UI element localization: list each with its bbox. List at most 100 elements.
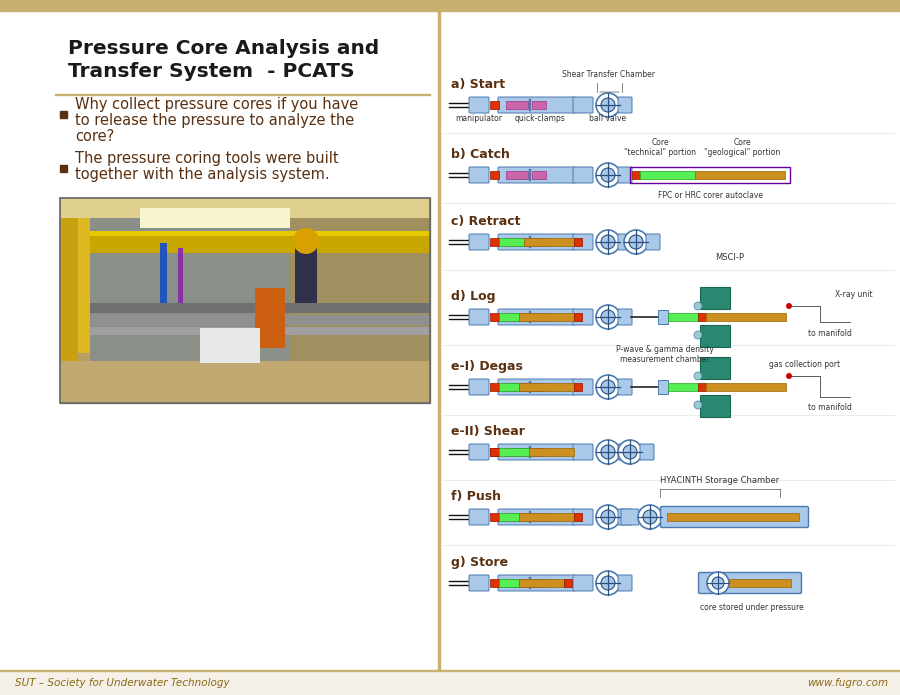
Bar [658, 380, 668, 394]
Circle shape [596, 305, 620, 329]
Text: manipulator: manipulator [455, 114, 502, 123]
Text: gas collection port: gas collection port [769, 360, 840, 369]
Bar [506, 238, 528, 246]
Bar [490, 448, 499, 456]
Text: MSCI-P: MSCI-P [716, 253, 744, 262]
Circle shape [707, 572, 729, 594]
Bar [630, 167, 790, 183]
Bar [519, 383, 574, 391]
Bar [529, 448, 574, 456]
Bar [60, 361, 430, 403]
Bar [90, 231, 430, 236]
Circle shape [596, 375, 620, 399]
FancyBboxPatch shape [498, 309, 575, 325]
Bar [506, 383, 528, 391]
Bar [532, 101, 546, 109]
Text: Why collect pressure cores if you have: Why collect pressure cores if you have [75, 97, 358, 112]
Bar [490, 101, 499, 109]
Bar [295, 238, 317, 248]
Circle shape [601, 310, 615, 324]
Circle shape [601, 510, 615, 524]
Text: P-wave & gamma density
measurement chamber: P-wave & gamma density measurement chamb… [616, 345, 714, 364]
Bar [529, 169, 531, 181]
Bar [490, 313, 499, 321]
Text: ball valve: ball valve [590, 114, 626, 123]
Bar [574, 383, 582, 391]
FancyBboxPatch shape [640, 444, 654, 460]
Bar [90, 303, 430, 313]
Bar [499, 383, 519, 391]
FancyBboxPatch shape [498, 167, 575, 183]
FancyBboxPatch shape [618, 97, 632, 113]
Bar [506, 448, 528, 456]
Text: Core
"geological" portion: Core "geological" portion [704, 138, 780, 157]
Circle shape [694, 401, 702, 409]
FancyBboxPatch shape [618, 234, 632, 250]
Circle shape [638, 505, 662, 529]
Bar [532, 313, 546, 321]
Bar [60, 165, 67, 172]
Bar [490, 171, 499, 179]
Bar [140, 208, 290, 228]
Bar [255, 288, 285, 348]
Text: to manifold: to manifold [808, 403, 852, 412]
Circle shape [786, 373, 792, 379]
Bar [490, 579, 499, 587]
Text: Shear Transfer Chamber: Shear Transfer Chamber [562, 70, 654, 79]
FancyBboxPatch shape [498, 444, 575, 460]
FancyBboxPatch shape [498, 234, 575, 250]
Bar [90, 233, 430, 253]
Bar [729, 579, 791, 587]
Text: SUT – Society for Underwater Technology: SUT – Society for Underwater Technology [15, 678, 230, 688]
Bar [640, 171, 695, 179]
Circle shape [623, 445, 637, 459]
Bar [532, 448, 546, 456]
Bar [506, 579, 528, 587]
Text: www.fugro.com: www.fugro.com [807, 678, 888, 688]
Text: d) Log: d) Log [451, 290, 496, 303]
Bar [667, 513, 799, 521]
Text: quick-clamps: quick-clamps [515, 114, 565, 123]
FancyBboxPatch shape [469, 444, 489, 460]
Circle shape [601, 98, 615, 112]
Bar [574, 313, 582, 321]
Text: core?: core? [75, 129, 114, 144]
Bar [60, 218, 78, 363]
Circle shape [618, 440, 642, 464]
Bar [90, 327, 430, 335]
Bar [60, 198, 430, 236]
Circle shape [694, 331, 702, 339]
Bar [499, 448, 529, 456]
Text: c) Retract: c) Retract [451, 215, 520, 228]
FancyBboxPatch shape [573, 444, 593, 460]
Bar [529, 446, 531, 458]
Text: to release the pressure to analyze the: to release the pressure to analyze the [75, 113, 355, 128]
Bar [532, 383, 546, 391]
Bar [529, 577, 531, 589]
Circle shape [629, 235, 643, 249]
Circle shape [601, 235, 615, 249]
FancyBboxPatch shape [661, 507, 808, 528]
Bar [90, 218, 290, 363]
Bar [506, 101, 528, 109]
Bar [529, 511, 531, 523]
Circle shape [624, 230, 648, 254]
Bar [519, 313, 574, 321]
FancyBboxPatch shape [573, 379, 593, 395]
Bar [529, 311, 531, 323]
Text: e-II) Shear: e-II) Shear [451, 425, 525, 438]
Bar [532, 171, 546, 179]
Text: Transfer System  - PCATS: Transfer System - PCATS [68, 62, 355, 81]
FancyBboxPatch shape [573, 167, 593, 183]
Circle shape [596, 93, 620, 117]
Bar [574, 513, 582, 521]
Bar [499, 313, 519, 321]
FancyBboxPatch shape [469, 167, 489, 183]
Bar [60, 111, 67, 118]
Text: Core
"technical" portion: Core "technical" portion [624, 138, 696, 157]
Circle shape [596, 163, 620, 187]
FancyBboxPatch shape [698, 573, 802, 594]
Bar [524, 238, 574, 246]
Bar [78, 218, 90, 353]
Bar [706, 383, 786, 391]
